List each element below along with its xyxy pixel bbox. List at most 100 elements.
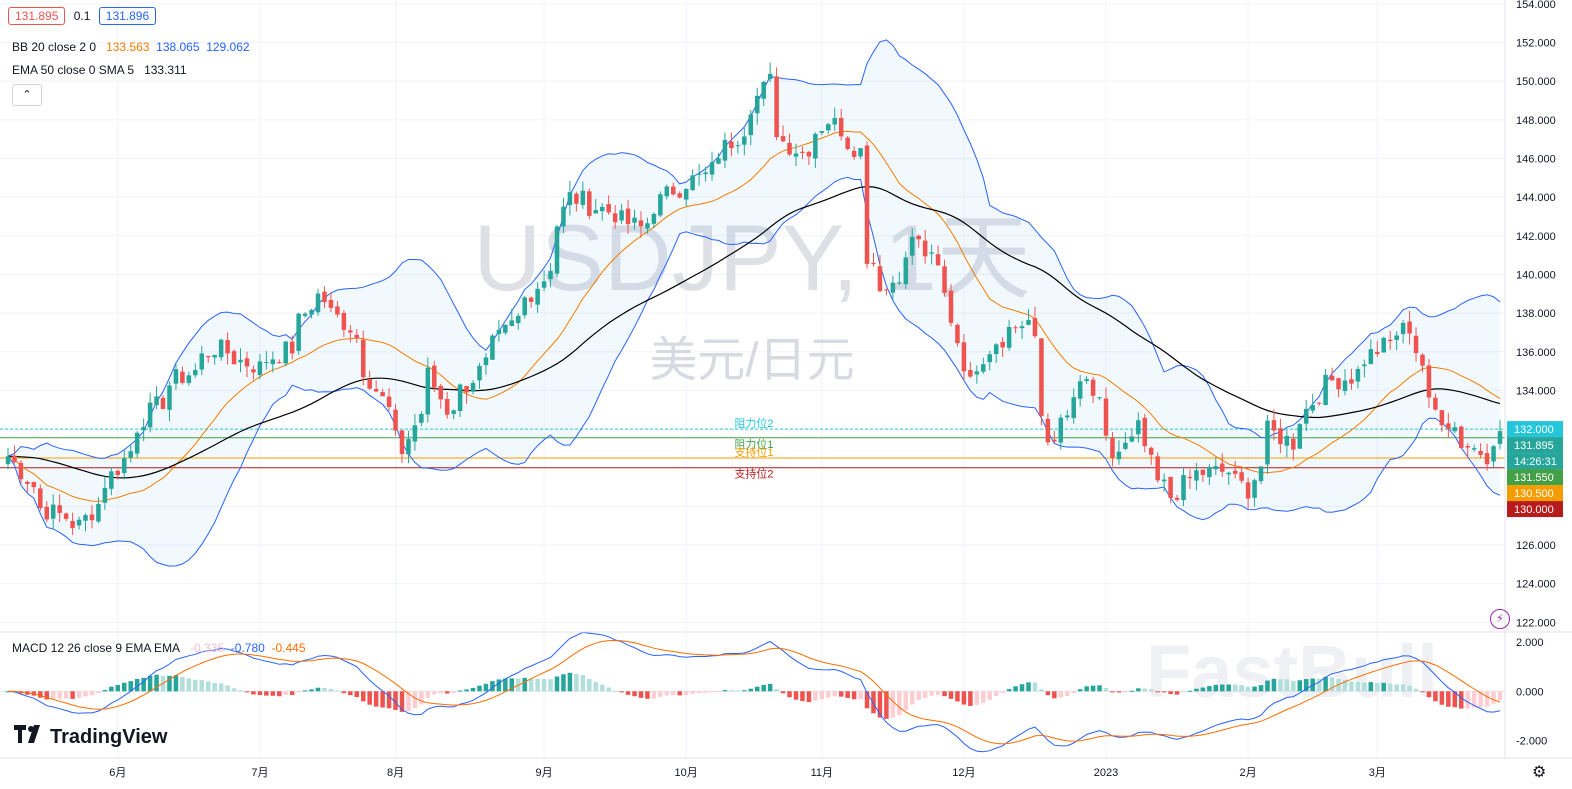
lightning-icon[interactable]: ⚡	[1490, 609, 1510, 629]
candle-body	[31, 481, 37, 488]
candle-body	[432, 365, 437, 388]
candle-body	[587, 191, 592, 216]
y-tick-label: 146.000	[1516, 153, 1556, 165]
tradingview-logo[interactable]: TradingView	[14, 725, 167, 749]
candle-body	[173, 369, 179, 384]
macd-histogram-bar	[1220, 684, 1225, 692]
bb-legend[interactable]: BB 20 close 2 0 133.563 138.065 129.062	[12, 40, 250, 54]
bid-price[interactable]: 131.895	[8, 7, 66, 25]
candle-body	[457, 384, 463, 412]
macd-histogram-bar	[231, 688, 237, 692]
ema-legend[interactable]: EMA 50 close 0 SMA 5 133.311	[12, 63, 187, 77]
macd-histogram-bar	[205, 681, 211, 692]
macd-histogram-bar	[1058, 691, 1064, 698]
candle-body	[922, 240, 928, 257]
macd-histogram-bar	[244, 691, 250, 693]
macd-histogram-bar	[141, 677, 146, 692]
candle-body	[548, 270, 553, 280]
candle-body	[767, 73, 773, 80]
macd-tick-label: 2.000	[1516, 637, 1544, 649]
candle-body	[360, 339, 366, 378]
macd-histogram-bar	[115, 684, 121, 692]
macd-histogram-bar	[503, 678, 508, 692]
macd-histogram-bar	[212, 682, 217, 692]
macd-histogram-bar	[444, 691, 450, 694]
macd-histogram-bar	[716, 691, 721, 693]
candle-body	[444, 399, 450, 415]
candle-body	[942, 266, 947, 293]
macd-histogram-bar	[102, 690, 108, 692]
macd-histogram-bar	[412, 691, 418, 709]
candle-body	[961, 342, 967, 372]
candle-body	[677, 193, 682, 198]
candle-body	[193, 370, 198, 376]
macd-histogram-bar	[1181, 691, 1186, 693]
settings-gear-icon[interactable]: ⚙	[1532, 764, 1547, 781]
candle-body	[858, 148, 863, 157]
collapse-legend-button[interactable]: ⌃	[12, 84, 42, 106]
candle-body	[341, 312, 347, 330]
candle-body	[1426, 365, 1432, 398]
macd-histogram-bar	[1052, 691, 1057, 699]
candle-body	[806, 151, 812, 157]
candle-body	[1155, 456, 1160, 481]
candle-body	[735, 145, 741, 147]
candle-body	[981, 364, 986, 372]
chevron-up-icon: ⌃	[22, 89, 32, 101]
macd-histogram-bar	[593, 682, 599, 692]
macd-histogram-bar	[935, 691, 941, 695]
ask-price[interactable]: 131.896	[98, 7, 157, 25]
macd-tick-label: -2.000	[1516, 736, 1547, 748]
macd-histogram-bar	[270, 691, 276, 696]
candle-body	[141, 427, 146, 431]
candle-body	[929, 252, 934, 254]
macd-histogram-bar	[218, 683, 224, 692]
bollinger-lower-line	[7, 176, 1501, 567]
candle-body	[180, 371, 185, 383]
macd-histogram-bar	[322, 687, 327, 692]
macd-signal-value: -0.445	[271, 641, 306, 655]
candle-body	[1232, 470, 1238, 474]
candle-body	[509, 320, 515, 326]
macd-histogram-bar	[1439, 691, 1445, 705]
macd-histogram-bar	[1213, 684, 1219, 692]
candle-body	[935, 254, 941, 266]
macd-legend[interactable]: MACD 12 26 close 9 EMA EMA -0.335 -0.780…	[12, 641, 306, 655]
macd-histogram-bar	[1446, 691, 1451, 707]
macd-histogram-bar	[296, 691, 301, 693]
candle-body	[948, 290, 954, 323]
macd-hist-value: -0.335	[190, 641, 225, 655]
macd-histogram-bar	[1458, 691, 1464, 709]
candle-body	[787, 142, 792, 155]
candle-body	[83, 515, 88, 521]
candle-body	[1349, 379, 1354, 384]
macd-histogram-bar	[367, 691, 372, 705]
bb-upper-value: 138.065	[156, 40, 200, 54]
macd-histogram-bar	[1090, 685, 1096, 692]
level-label: 阻力位1	[734, 437, 773, 451]
macd-histogram-bar	[587, 679, 592, 692]
candle-body	[645, 223, 650, 229]
candle-body	[1497, 431, 1503, 444]
candle-body	[1161, 479, 1167, 482]
candle-body	[1245, 482, 1251, 499]
candle-body	[845, 137, 850, 150]
candle-body	[470, 382, 476, 392]
candle-body	[1420, 354, 1425, 366]
candle-body	[1355, 369, 1361, 382]
y-tick-label: 140.000	[1516, 269, 1556, 281]
y-tick-label: 122.000	[1516, 617, 1556, 629]
macd-histogram-bar	[1239, 685, 1244, 692]
ema-value: 133.311	[144, 63, 187, 77]
macd-histogram-bar	[1148, 689, 1154, 692]
candle-body	[522, 297, 527, 316]
candle-body	[1052, 439, 1057, 442]
candle-body	[1090, 379, 1096, 396]
macd-histogram-bar	[851, 691, 857, 700]
candle-body	[477, 365, 482, 381]
candle-body	[1381, 337, 1387, 353]
candle-body	[1194, 470, 1199, 481]
y-tick-label: 148.000	[1516, 115, 1556, 127]
y-tick-label: 134.000	[1516, 385, 1556, 397]
